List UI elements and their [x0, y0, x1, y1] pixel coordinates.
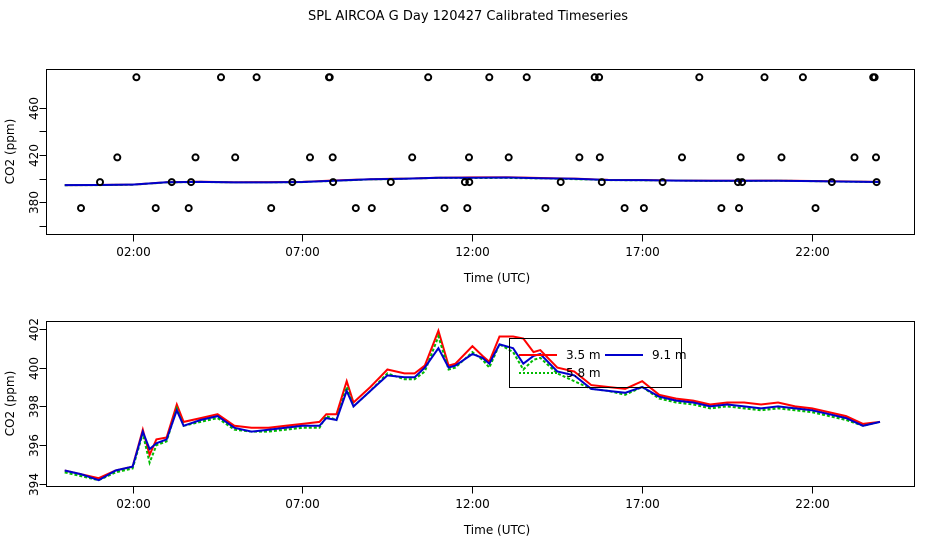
calibration-point [717, 204, 726, 213]
y-tick-label: 394 [27, 473, 41, 496]
calibration-point [306, 153, 314, 162]
legend-label: 9.1 m [652, 348, 687, 362]
calibration-point [870, 73, 879, 82]
calibration-point [132, 73, 141, 82]
calibration-point [167, 178, 176, 187]
calibration-point [522, 73, 531, 82]
calibration-point [440, 204, 449, 213]
y-axis-label: CO2 (ppm) [3, 119, 17, 185]
plot-frame-2 [46, 321, 915, 487]
calibration-point [329, 178, 338, 187]
x-tick-label: 12:00 [455, 245, 490, 259]
calibration-point [827, 178, 836, 187]
calibration-point [325, 73, 334, 82]
x-tick-label: 07:00 [285, 497, 320, 511]
calibration-point [465, 178, 474, 187]
calibration-point [777, 153, 786, 162]
calibration-point [695, 73, 704, 82]
calibration-point [485, 73, 494, 82]
calibration-point [760, 73, 769, 82]
calibration-point [113, 153, 122, 162]
calibration-point [463, 204, 472, 213]
calibration-point [736, 153, 745, 162]
calibration-point [504, 153, 513, 162]
y-tick-label: 402 [27, 318, 41, 341]
y-tick-label: 398 [27, 395, 41, 418]
calibration-point [735, 204, 743, 213]
calibration-point [288, 178, 297, 187]
calibration-point [678, 153, 686, 162]
y-tick-label: 380 [27, 191, 41, 214]
calibration-point [541, 204, 550, 213]
calibration-point [658, 178, 667, 187]
calibration-point [231, 153, 240, 162]
page-title: SPL AIRCOA G Day 120427 Calibrated Times… [307, 9, 629, 24]
calibration-point [151, 204, 160, 213]
calibration-point [460, 178, 469, 187]
y-tick-label: 400 [27, 357, 41, 380]
calibration-point [351, 204, 360, 213]
y-tick-label: 396 [27, 434, 41, 457]
x-tick-label: 22:00 [795, 245, 830, 259]
y-tick-label: 460 [27, 97, 41, 120]
calibration-point [96, 178, 104, 187]
calibration-point [328, 153, 337, 162]
x-tick-label: 22:00 [795, 497, 830, 511]
legend-label: 3.5 m [566, 348, 601, 362]
calibration-point [386, 178, 395, 187]
series-line-9-1-m [64, 343, 881, 482]
calibration-point [811, 204, 820, 213]
y-axis-label: CO2 (ppm) [3, 371, 17, 437]
x-tick-label: 07:00 [285, 245, 320, 259]
x-tick-label: 17:00 [625, 497, 660, 511]
calibration-point [184, 204, 193, 213]
x-tick-label: 02:00 [116, 245, 151, 259]
legend-box [509, 338, 682, 388]
calibration-point [252, 73, 261, 82]
calibration-point [734, 178, 742, 187]
calibration-point [556, 178, 565, 187]
y-tick-label: 420 [27, 144, 41, 167]
calibration-point [424, 73, 433, 82]
calibration-point [191, 153, 200, 162]
calibration-point [597, 178, 606, 187]
calibration-point [408, 153, 417, 162]
calibration-point [595, 153, 604, 162]
series-line-5-8-m [64, 333, 881, 482]
calibration-point [639, 204, 648, 213]
calibration-point [798, 73, 807, 82]
calibration-point [267, 204, 276, 213]
calibration-point [872, 178, 881, 187]
calibration-point [217, 73, 225, 82]
x-tick-label: 17:00 [625, 245, 660, 259]
plot-frame-1 [46, 69, 915, 235]
calibration-point [872, 153, 880, 162]
calibration-point [77, 204, 85, 213]
calibration-point [187, 178, 196, 187]
legend-label: 5.8 m [566, 366, 601, 380]
calibration-point [367, 204, 376, 213]
calibration-point [465, 153, 473, 162]
calibration-point [575, 153, 584, 162]
calibration-point [738, 178, 747, 187]
x-axis-label: Time (UTC) [463, 523, 530, 537]
x-axis-label: Time (UTC) [463, 271, 530, 285]
calibration-point [850, 153, 859, 162]
x-tick-label: 02:00 [116, 497, 151, 511]
calibration-point [620, 204, 629, 213]
calibration-point [590, 73, 599, 82]
x-tick-label: 12:00 [455, 497, 490, 511]
calibration-point [595, 73, 604, 82]
